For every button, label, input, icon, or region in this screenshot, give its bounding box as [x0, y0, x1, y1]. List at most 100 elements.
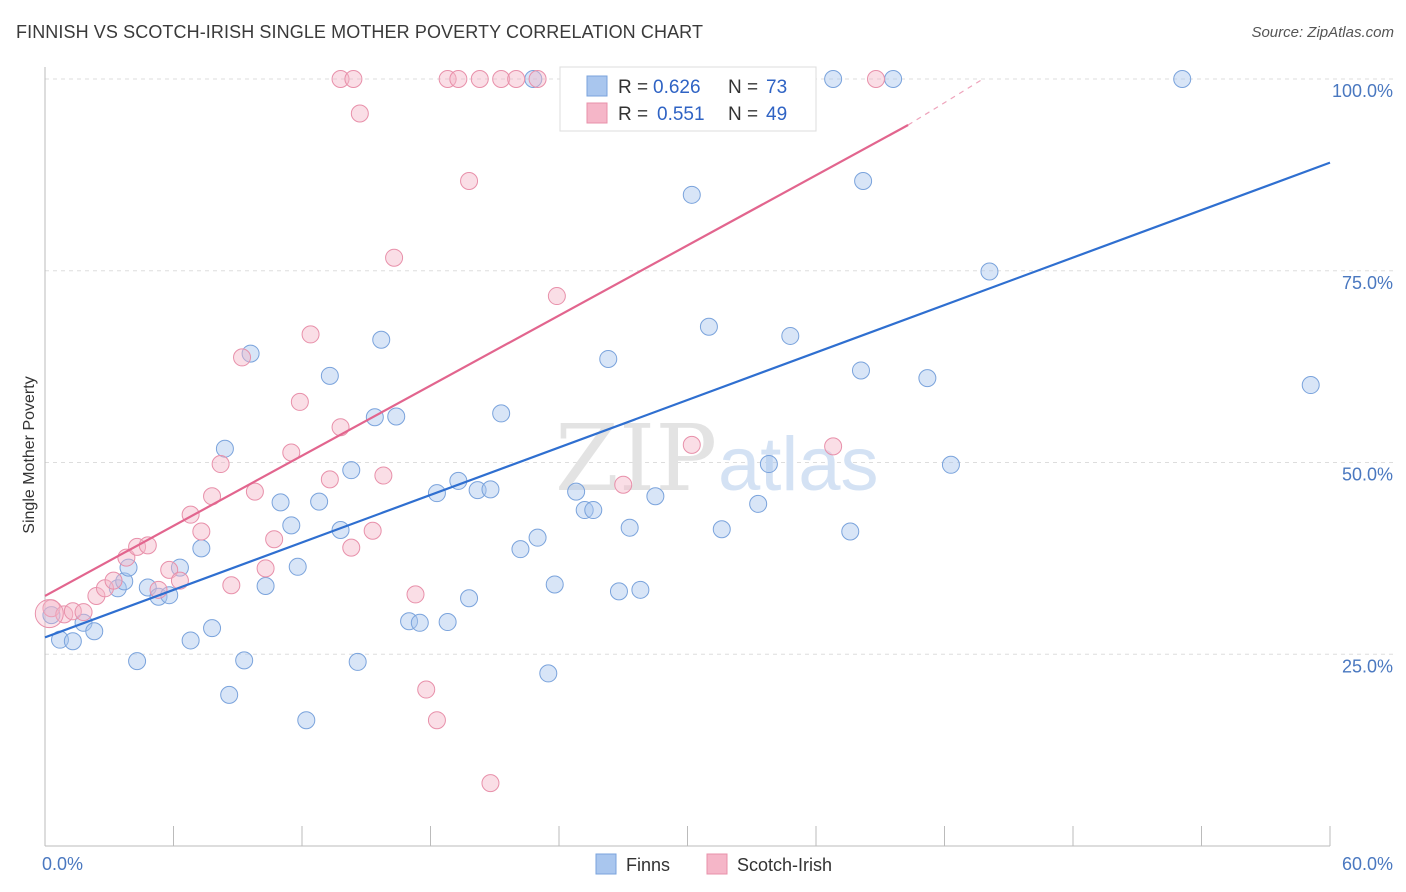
- y-tick-labels: 25.0% 50.0% 75.0% 100.0%: [1332, 81, 1393, 676]
- y-axis-label: Single Mother Poverty: [21, 376, 38, 533]
- scotch-irish-point-16: [211, 455, 230, 474]
- legend-scotch-n-value: 49: [766, 104, 787, 125]
- finns-point-20: [256, 576, 275, 595]
- scotch-irish-point-24: [301, 325, 320, 344]
- scotch-irish-trendline: [44, 124, 909, 597]
- finns-point-62: [781, 326, 800, 345]
- x-tick-label-0: 0.0%: [42, 854, 83, 874]
- scotch-irish-point-36: [449, 70, 468, 88]
- scotch-irish-point-18: [233, 348, 252, 367]
- finns-point-45: [539, 664, 558, 683]
- finns-point-61: [759, 455, 778, 474]
- finns-point-65: [851, 361, 870, 380]
- finns-point-29: [348, 652, 367, 671]
- finns-point-0: [42, 606, 61, 625]
- scotch-irish-point-19: [245, 482, 264, 501]
- series-legend: Finns Scotch-Irish: [595, 853, 832, 875]
- watermark-zip: ZIP: [555, 405, 717, 512]
- finns-point-22: [282, 516, 301, 535]
- finns-point-14: [192, 539, 211, 558]
- scotch-irish-point-40: [492, 70, 511, 88]
- finns-point-18: [235, 651, 254, 670]
- finns-point-36: [438, 613, 457, 632]
- bottom-legend-swatch-scotch-irish: [706, 853, 728, 875]
- scotch-irish-point-43: [547, 287, 566, 306]
- y-tick-label-1: 50.0%: [1342, 465, 1393, 485]
- scotch-irish-point-37: [460, 172, 479, 191]
- finns-point-21: [271, 493, 290, 512]
- finns-point-31: [372, 330, 391, 349]
- scotch-irish-point-6: [104, 571, 123, 590]
- finns-point-16: [215, 439, 234, 458]
- legend-finns-n-value: 73: [766, 77, 787, 98]
- finns-point-69: [941, 455, 960, 474]
- scotch-irish-point-17: [222, 576, 241, 595]
- scotch-irish-point-23: [290, 392, 309, 411]
- finns-point-15: [203, 619, 222, 638]
- scotch-irish-point-26: [331, 418, 350, 437]
- finns-point-34: [410, 613, 429, 632]
- finns-point-60: [749, 494, 768, 513]
- finns-point-25: [310, 492, 329, 511]
- y-tick-label-3: 100.0%: [1332, 81, 1393, 101]
- source-label: Source: ZipAtlas.com: [1251, 24, 1394, 41]
- scotch-irish-point-14: [192, 522, 211, 541]
- finns-point-71: [1173, 70, 1192, 88]
- scotch-irish-point-21: [265, 530, 284, 549]
- scotch-irish-point-46: [614, 475, 633, 494]
- finns-point-17: [220, 685, 239, 704]
- finns-point-51: [599, 349, 618, 368]
- bottom-legend-finns-label: Finns: [626, 855, 670, 875]
- finns-point-39: [468, 481, 487, 500]
- axes: [44, 67, 1331, 847]
- finns-point-42: [511, 540, 530, 559]
- finns-point-23: [288, 557, 307, 576]
- bottom-legend-scotch-irish-label: Scotch-Irish: [737, 855, 832, 875]
- watermark-atlas: atlas: [718, 422, 879, 507]
- scotch-irish-point-35: [438, 70, 457, 88]
- x-tick-labels: 0.0% 60.0%: [42, 854, 1393, 874]
- legend-finns-r-label: R =: [618, 77, 648, 98]
- finns-point-57: [699, 317, 718, 336]
- finns-point-41: [492, 404, 511, 423]
- finns-point-68: [918, 369, 937, 388]
- finns-point-32: [387, 407, 406, 426]
- scotch-irish-point-51: [344, 70, 363, 88]
- scotch-irish-point-27: [342, 538, 361, 557]
- finns-point-38: [460, 589, 479, 608]
- bottom-legend-swatch-finns: [595, 853, 617, 875]
- finns-point-43: [528, 528, 547, 547]
- finns-point-28: [342, 461, 361, 480]
- x-tick-label-1: 60.0%: [1342, 854, 1393, 874]
- scotch-irish-point-31: [385, 248, 404, 267]
- finns-point-72: [1301, 376, 1320, 395]
- scotch-irish-point-38: [470, 70, 489, 88]
- scotch-irish-point-20: [256, 559, 275, 578]
- finns-point-58: [712, 520, 731, 539]
- scotch-irish-cluster-point: [34, 599, 64, 629]
- gridlines: [45, 78, 1395, 655]
- legend-scotch-r-label: R =: [618, 104, 648, 125]
- scotch-irish-point-32: [406, 585, 425, 604]
- finns-point-64: [841, 522, 860, 541]
- series-finns: [42, 70, 1320, 730]
- finns-point-46: [545, 575, 564, 594]
- finns-point-55: [646, 487, 665, 506]
- finns-point-56: [682, 185, 701, 204]
- scotch-irish-point-41: [507, 70, 526, 88]
- scotch-irish-point-28: [350, 104, 369, 123]
- finns-point-4: [85, 622, 104, 641]
- finns-point-63: [824, 70, 843, 88]
- legend-finns-n-label: N =: [728, 77, 758, 98]
- finns-point-54: [631, 580, 650, 599]
- y-tick-label-0: 25.0%: [1342, 656, 1393, 676]
- scotch-irish-point-47: [682, 435, 701, 454]
- finns-point-53: [620, 518, 639, 537]
- scotch-irish-point-50: [331, 70, 350, 88]
- finns-point-13: [181, 631, 200, 650]
- scotch-irish-trendline-extension: [907, 78, 984, 126]
- scotch-irish-point-3: [74, 603, 93, 622]
- finns-point-40: [481, 480, 500, 499]
